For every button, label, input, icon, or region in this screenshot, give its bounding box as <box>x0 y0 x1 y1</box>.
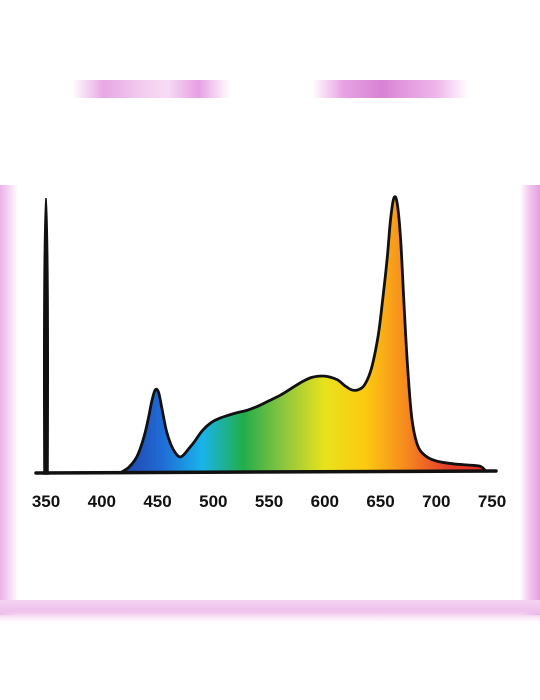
spectrum-outline <box>121 195 488 474</box>
spectrum-area-group <box>121 195 488 474</box>
y-axis-line <box>43 197 49 475</box>
x-tick-label-550: 550 <box>255 492 283 511</box>
x-axis-line <box>34 469 498 475</box>
x-tick-label-700: 700 <box>422 492 450 511</box>
x-tick-label-400: 400 <box>88 492 116 511</box>
x-tick-label-600: 600 <box>311 492 339 511</box>
x-tick-label-500: 500 <box>199 492 227 511</box>
x-tick-label-750: 750 <box>478 492 506 511</box>
x-tick-label-450: 450 <box>143 492 171 511</box>
x-tick-labels: 350 400 450 500 550 600 650 700 750 <box>32 492 506 511</box>
spectrum-area <box>121 196 487 472</box>
x-tick-label-650: 650 <box>366 492 394 511</box>
x-tick-label-350: 350 <box>32 492 60 511</box>
axis-group <box>34 197 498 475</box>
